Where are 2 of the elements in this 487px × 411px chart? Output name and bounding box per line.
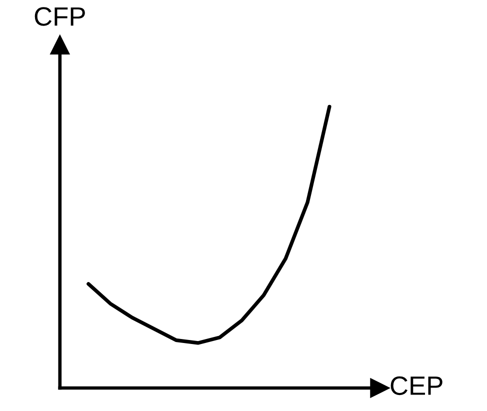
x-axis-title: CEP bbox=[390, 376, 442, 396]
y-axis-title: CFP bbox=[34, 7, 85, 26]
